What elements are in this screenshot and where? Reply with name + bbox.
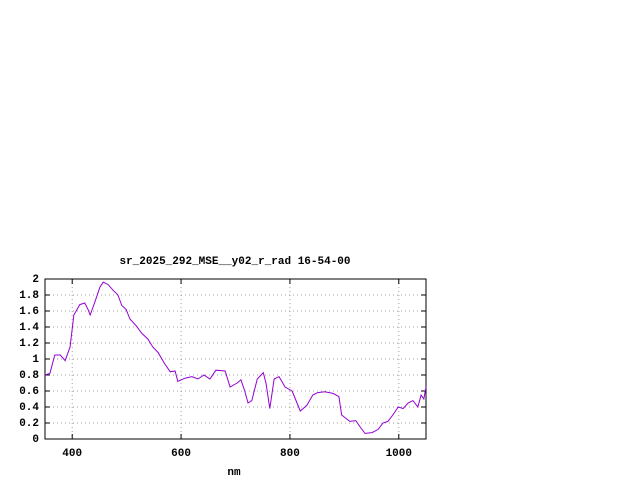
x-tick-label: 400 [62,448,82,460]
y-tick-label: 0.8 [19,370,39,382]
x-axis-label: nm [227,467,241,479]
plot-frame [44,278,427,440]
y-tick-label: 0.6 [19,386,39,398]
y-tick-label: 0.2 [19,418,39,430]
y-tick-label: 1.2 [19,338,39,350]
y-tick-label: 0.4 [19,402,39,414]
x-tick-label: 1000 [386,448,412,460]
y-tick-label: 1 [32,354,39,366]
y-tick-label: 1.6 [19,306,39,318]
y-tick-label: 1.8 [19,290,39,302]
y-tick-label: 1.4 [19,322,39,334]
y-tick-label: 0 [32,434,39,446]
data-line [44,281,427,434]
y-tick-label: 2 [32,274,39,286]
chart-title: sr_2025_292_MSE__y02_r_rad 16-54-00 [119,256,350,268]
x-tick-label: 600 [171,448,191,460]
x-tick-label: 800 [280,448,300,460]
